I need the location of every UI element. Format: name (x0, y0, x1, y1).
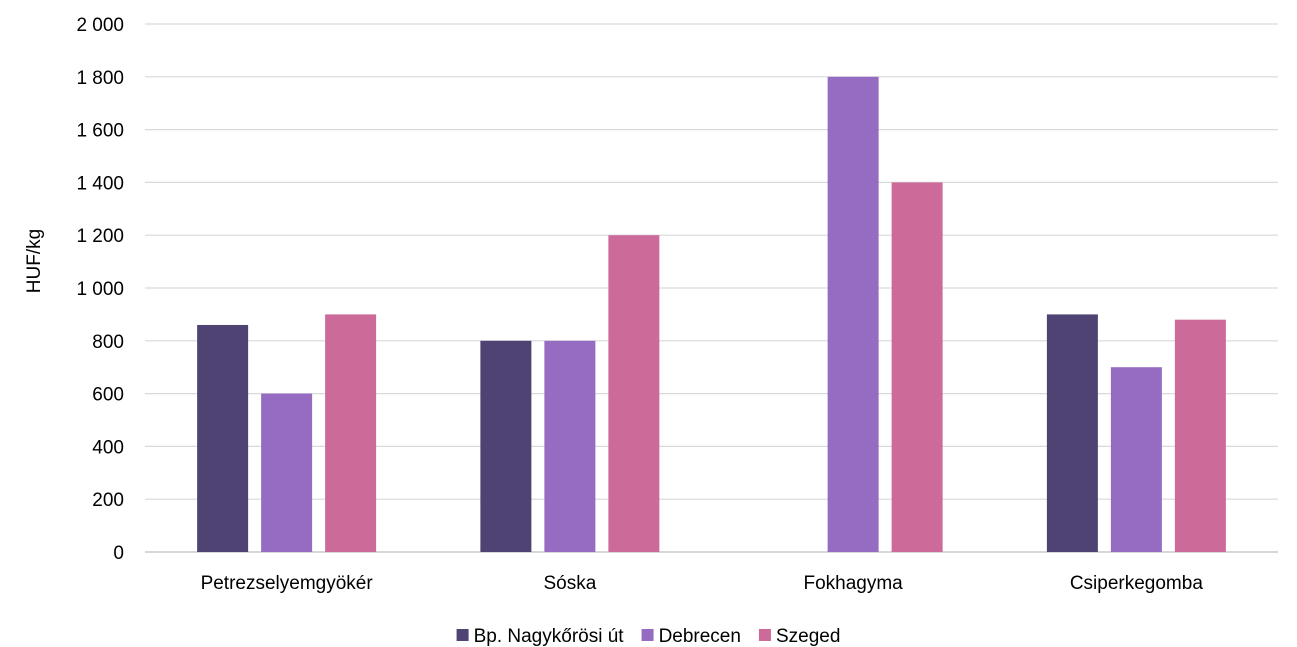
gridlines (145, 23, 1278, 553)
legend-swatch (641, 629, 654, 641)
y-tick-label: 1 000 (76, 279, 124, 300)
legend-swatch (758, 629, 771, 641)
x-category-label: Csiperkegomba (1070, 573, 1203, 594)
y-tick-label: 1 600 (76, 121, 124, 142)
y-tick-label: 200 (92, 490, 124, 511)
y-axis-title: HUF/kg (24, 229, 45, 293)
x-category-label: Fokhagyma (803, 573, 903, 594)
y-tick-label: 1 400 (76, 173, 124, 194)
bar (480, 340, 532, 552)
legend-label: Bp. Nagykőrösi út (474, 626, 625, 647)
legend: Bp. Nagykőrösi út Debrecen Szeged (456, 626, 840, 647)
bar (261, 393, 313, 552)
bar (197, 324, 249, 552)
y-tick-label: 1 800 (76, 68, 124, 89)
bar (1110, 367, 1162, 552)
bar (1046, 314, 1098, 552)
bar (608, 235, 660, 552)
x-category-label: Sóska (543, 573, 596, 594)
legend-swatch (456, 629, 469, 641)
y-tick-label: 800 (92, 332, 124, 353)
legend-label: Debrecen (659, 626, 741, 647)
bar (325, 314, 377, 552)
x-category-label: Petrezselyemgyökér (201, 573, 374, 594)
bar (544, 340, 596, 552)
y-axis-ticks: 0 200 400 600 800 1 000 1 200 1 400 1 600 1 800 2 … (76, 15, 124, 564)
y-tick-label: 0 (113, 543, 124, 564)
y-tick-label: 600 (92, 385, 124, 406)
y-tick-label: 1 200 (76, 226, 124, 247)
bars (197, 76, 1226, 553)
bar (827, 76, 879, 553)
bar (891, 182, 943, 552)
legend-label: Szeged (776, 626, 840, 647)
y-tick-label: 400 (92, 437, 124, 458)
bar (1174, 319, 1226, 552)
y-tick-label: 2 000 (76, 15, 124, 36)
x-axis-categories: Petrezselyemgyökér Sóska Fokhagyma Csiperke… (201, 573, 1204, 594)
